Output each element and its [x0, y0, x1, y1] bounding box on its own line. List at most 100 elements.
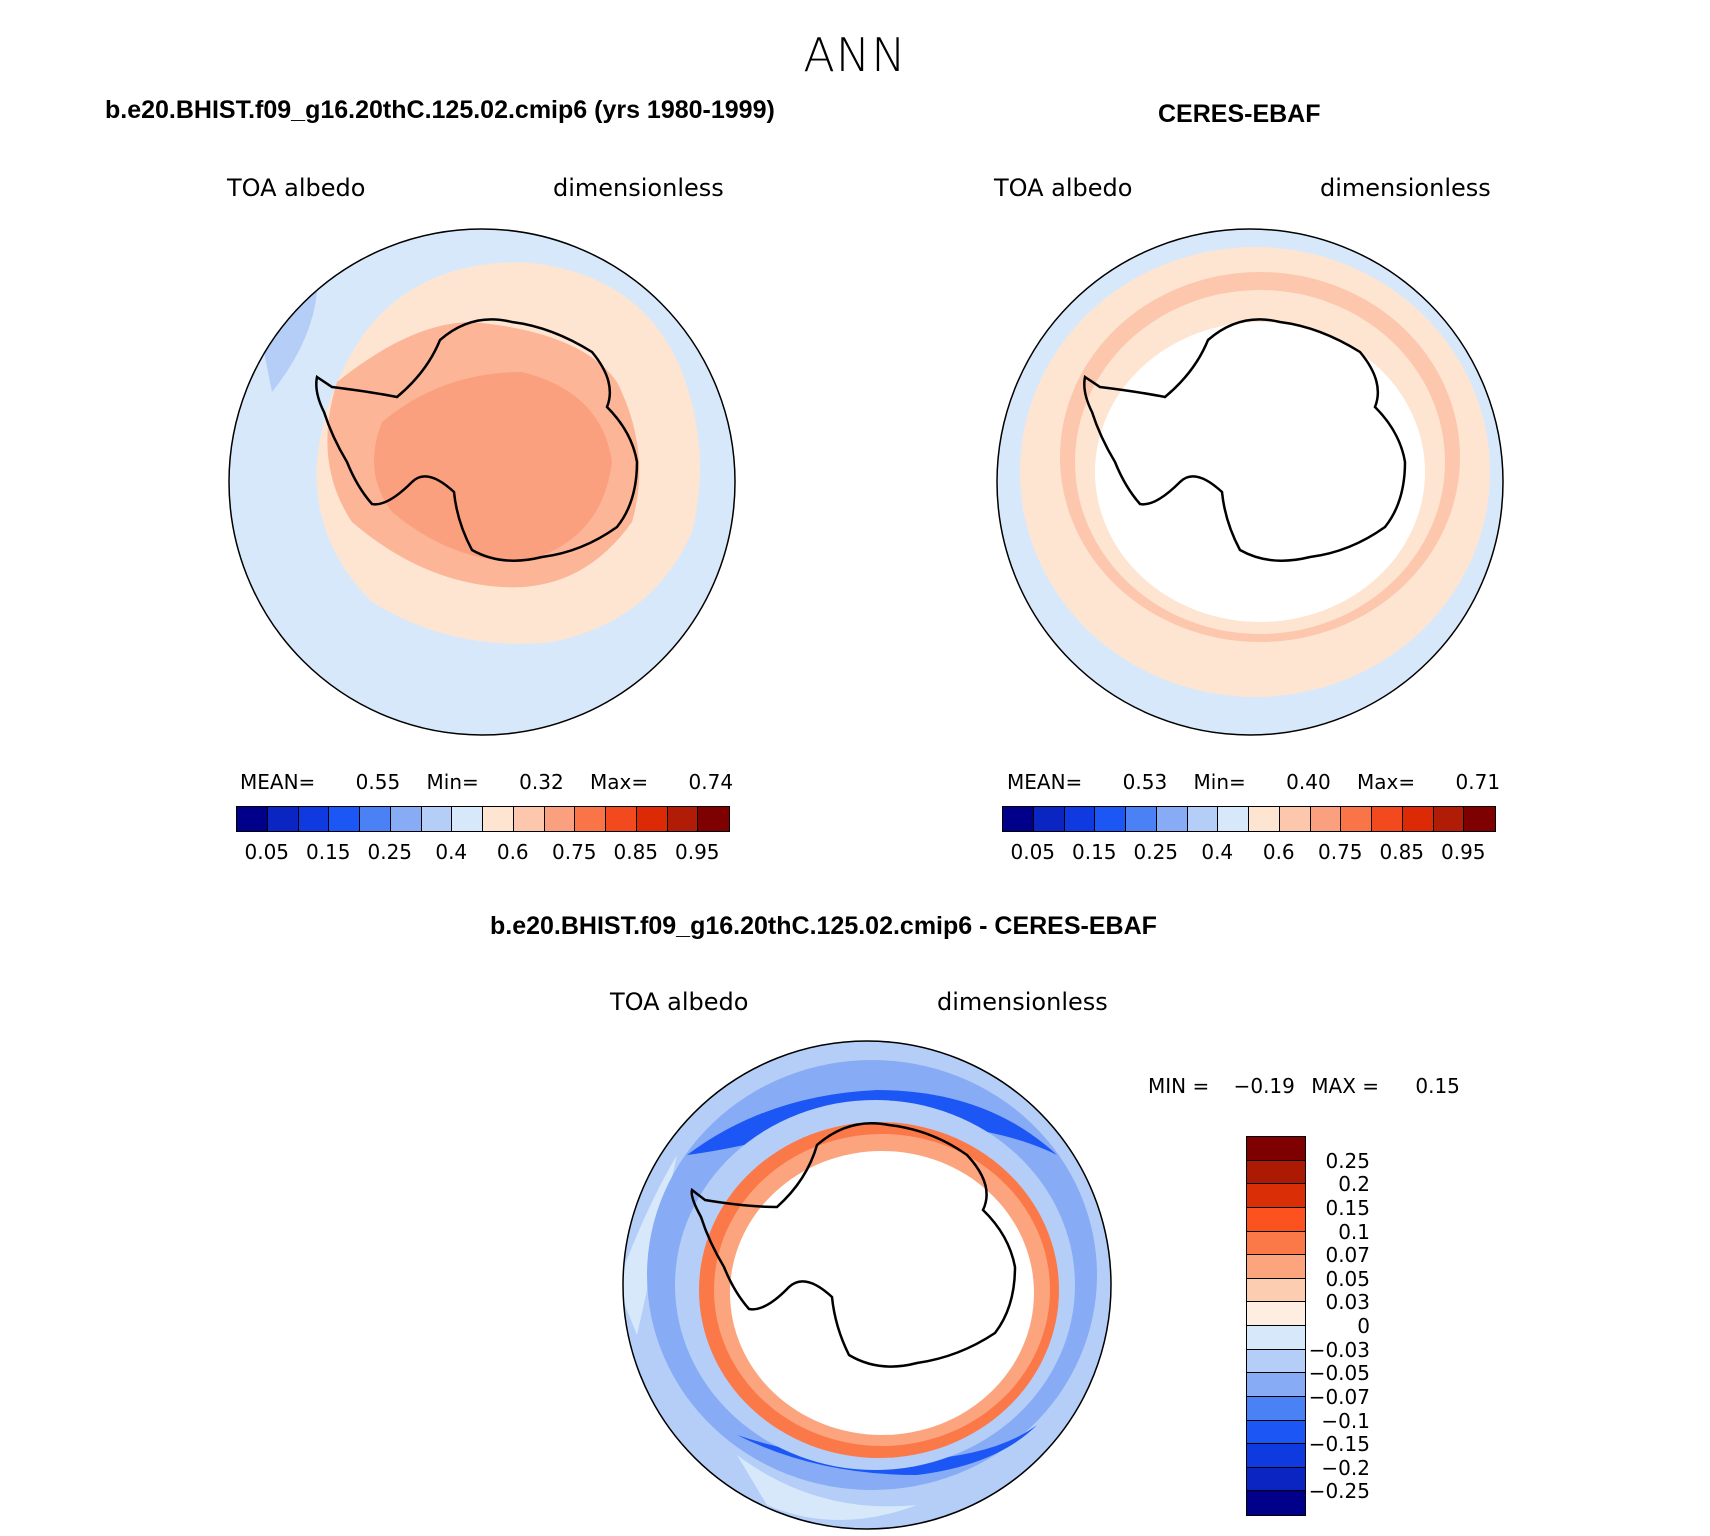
colorbar-tick-label: 0.95	[1440, 840, 1486, 864]
colorbar-swatch	[1247, 1373, 1305, 1397]
colorbar-tick-label: 0.1	[1338, 1219, 1370, 1244]
colorbar-tick-label: 0	[1357, 1314, 1370, 1338]
min-value: −0.19	[1233, 1074, 1295, 1098]
map-border	[228, 228, 736, 736]
colorbar-swatch	[1247, 1396, 1305, 1421]
coastline	[690, 1121, 1017, 1368]
colorbar-swatch	[1247, 1302, 1305, 1326]
colorbar-tick-label: 0.05	[244, 840, 290, 864]
colorbar-swatch	[1218, 807, 1249, 831]
colorbar-tick-label: 0.05	[1325, 1266, 1370, 1291]
colorbar-swatch	[237, 807, 268, 831]
colorbar-tick-label: −0.07	[1308, 1384, 1370, 1409]
colorbar-swatch	[360, 807, 391, 831]
colorbar-swatch	[1433, 807, 1465, 831]
colorbar-tick-label: −0.1	[1321, 1408, 1370, 1433]
colorbar-swatch	[421, 807, 453, 831]
figure-title: ANN	[803, 28, 907, 82]
polar-map-model	[228, 228, 736, 736]
colorbar-tick-label: 0.05	[1010, 840, 1056, 864]
min-label: Min=	[426, 770, 479, 794]
colorbar-ticks-diff: 0.25 0.2 0.15 0.1 0.07 0.05 0.03 0 −0.03 −0.05 −0.…	[1300, 1136, 1380, 1514]
colorbar-swatch	[1341, 807, 1372, 831]
polar-map-diff	[622, 1040, 1112, 1530]
colorbar-swatch	[452, 807, 483, 831]
colorbar-swatch	[1247, 1207, 1305, 1232]
colorbar-tick-label: 0.85	[1379, 840, 1425, 864]
colorbar-ticks-model: 0.05 0.15 0.25 0.4 0.6 0.75 0.85 0.95	[236, 840, 728, 866]
colorbar-tick-label: −0.15	[1308, 1432, 1370, 1457]
colorbar-tick-label: 0.07	[1325, 1243, 1370, 1268]
coastline	[1083, 318, 1407, 562]
colorbar-tick-label: −0.25	[1308, 1479, 1370, 1504]
colorbar-tick-label: 0.2	[1338, 1172, 1370, 1197]
colorbar-swatch	[1033, 807, 1065, 831]
map-border	[996, 228, 1504, 736]
colorbar-swatch	[575, 807, 606, 831]
colorbar-swatch	[298, 807, 330, 831]
light-patch-south	[737, 1455, 917, 1520]
mean-label: MEAN=	[1007, 770, 1083, 794]
colorbar-swatch	[1247, 1467, 1305, 1492]
colorbar-swatch	[1247, 1491, 1305, 1515]
colorbar-swatch	[1247, 1326, 1305, 1350]
stats-model: MEAN= 0.55 Min= 0.32 Max= 0.74	[240, 770, 733, 794]
colorbar-swatch	[1247, 1137, 1305, 1161]
colorbar-swatch	[1247, 1349, 1305, 1374]
colorbar-tick-label: 0.25	[367, 840, 413, 864]
variable-label-diff: TOA albedo	[610, 988, 749, 1016]
max-label: Max=	[590, 770, 649, 794]
colorbar-swatch	[390, 807, 422, 831]
stats-diff: MIN = −0.19 MAX = 0.15	[1148, 1074, 1460, 1098]
colorbar-tick-label: 0.25	[1133, 840, 1179, 864]
colorbar-swatch	[1372, 807, 1403, 831]
colorbar-swatch	[329, 807, 360, 831]
units-label-model: dimensionless	[553, 174, 724, 202]
max-value: 0.15	[1415, 1074, 1460, 1098]
colorbar-tick-label: −0.03	[1308, 1337, 1370, 1362]
offshore-patch	[262, 290, 317, 392]
variable-label-model: TOA albedo	[227, 174, 366, 202]
colorbar-swatch	[606, 807, 637, 831]
continent-inner	[374, 372, 612, 562]
colorbar-tick-label: 0.75	[551, 840, 597, 864]
colorbar-swatch	[1064, 807, 1096, 831]
units-label-obs: dimensionless	[1320, 174, 1491, 202]
colorbar-tick-label: 0.15	[305, 840, 351, 864]
mean-value: 0.53	[1122, 770, 1168, 794]
colorbar-swatch	[698, 807, 729, 831]
colorbar-swatch	[1247, 1420, 1305, 1445]
colorbar-tick-label: 0.4	[1201, 840, 1234, 864]
mean-label: MEAN=	[240, 770, 316, 794]
colorbar-tick-label: 0.85	[613, 840, 659, 864]
colorbar-swatch	[636, 807, 668, 831]
colorbar-swatch	[1247, 1255, 1305, 1279]
max-value: 0.74	[688, 770, 734, 794]
colorbar-tick-label: 0.4	[435, 840, 468, 864]
colorbar-swatch	[1247, 1160, 1305, 1185]
colorbar-ticks-obs: 0.05 0.15 0.25 0.4 0.6 0.75 0.85 0.95	[1002, 840, 1494, 866]
polar-map-obs	[996, 228, 1504, 736]
colorbar-tick-label: 0.15	[1325, 1195, 1370, 1220]
colorbar-tick-label: 0.15	[1071, 840, 1117, 864]
colorbar-tick-label: 0.6	[496, 840, 529, 864]
variable-label-obs: TOA albedo	[994, 174, 1133, 202]
max-value: 0.71	[1455, 770, 1501, 794]
no-data-region	[1095, 322, 1425, 622]
coastline	[315, 318, 639, 562]
min-label: Min=	[1193, 770, 1246, 794]
colorbar-swatch	[1247, 1184, 1305, 1208]
colorbar-tick-label: −0.05	[1308, 1361, 1370, 1386]
colorbar-swatch	[667, 807, 699, 831]
colorbar-swatch	[1402, 807, 1434, 831]
colorbar-swatch	[1247, 1231, 1305, 1256]
colorbar-swatch	[513, 807, 545, 831]
max-label: MAX =	[1311, 1074, 1380, 1098]
colorbar-swatch	[1187, 807, 1219, 831]
no-data-region	[730, 1151, 1034, 1435]
colorbar-model	[236, 806, 730, 832]
min-label: MIN =	[1148, 1074, 1210, 1098]
stats-obs: MEAN= 0.53 Min= 0.40 Max= 0.71	[1007, 770, 1500, 794]
map-border	[622, 1040, 1112, 1530]
panel-title-diff: b.e20.BHIST.f09_g16.20thC.125.02.cmip6 -…	[490, 912, 1157, 940]
